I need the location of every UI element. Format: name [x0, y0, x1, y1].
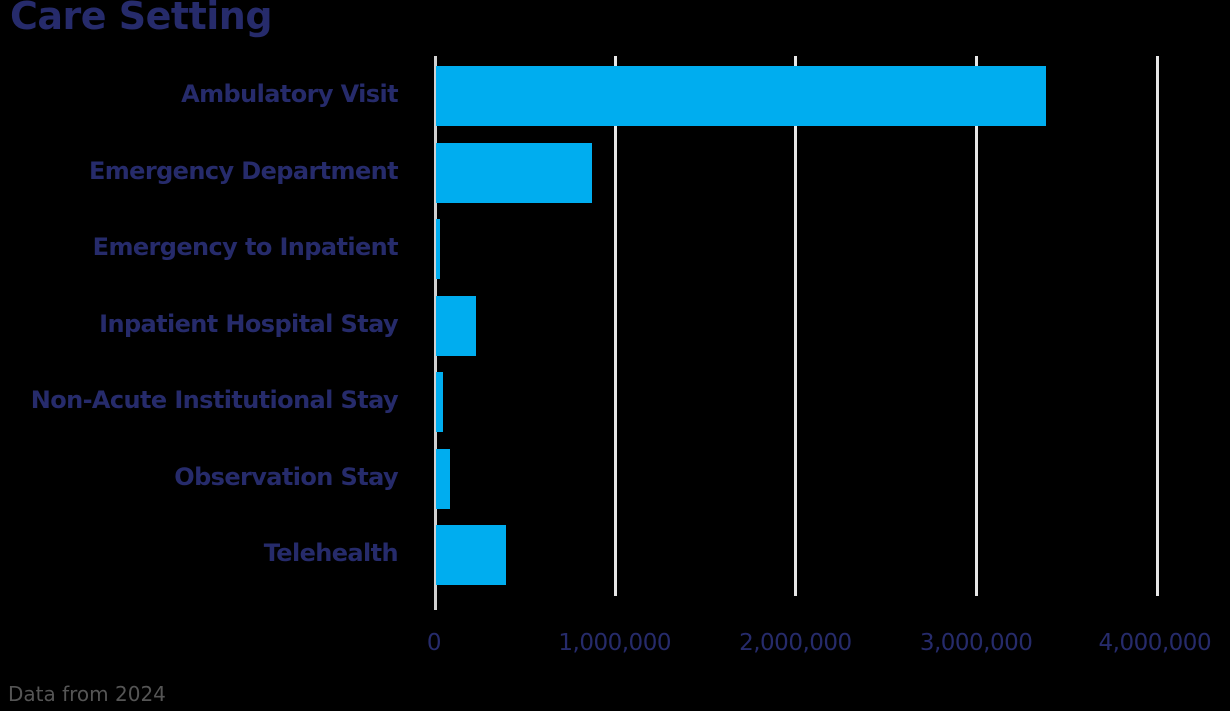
zero-axis-line	[434, 56, 437, 610]
gridline	[975, 56, 979, 596]
bar	[436, 219, 440, 279]
gridline	[1155, 56, 1159, 596]
chart-title: Care Setting	[10, 0, 273, 38]
category-label: Emergency to Inpatient	[92, 233, 399, 261]
footnote: Data from 2024	[8, 682, 166, 706]
bar	[436, 66, 1046, 126]
gridline	[794, 56, 798, 596]
x-tick-label: 0	[426, 630, 442, 656]
bar	[436, 448, 450, 509]
bar	[436, 295, 476, 356]
category-label: Inpatient Hospital Stay	[99, 309, 398, 338]
plot-area	[434, 56, 1194, 612]
x-tick-label: 2,000,000	[739, 630, 852, 656]
category-label: Non-Acute Institutional Stay	[30, 386, 399, 414]
category-label: Emergency Department	[88, 156, 399, 185]
x-tick-label: 3,000,000	[919, 630, 1033, 656]
bar	[436, 372, 443, 432]
x-tick-label: 1,000,000	[558, 630, 671, 656]
bar	[436, 142, 593, 203]
category-label: Observation Stay	[174, 462, 398, 491]
gridline	[613, 56, 617, 596]
x-tick-label: 4,000,000	[1098, 630, 1212, 656]
bar	[436, 525, 506, 585]
category-label: Ambulatory Visit	[181, 80, 398, 108]
category-label: Telehealth	[263, 539, 399, 567]
